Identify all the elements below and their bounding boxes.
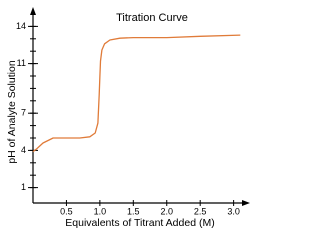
y-tick-label: 7 [21, 108, 26, 118]
x-tick-label: 0.5 [60, 206, 73, 216]
x-arrow [242, 200, 250, 206]
chart-title: Titration Curve [116, 12, 188, 24]
data-line [32, 34, 241, 153]
y-arrow [30, 7, 36, 15]
y-tick-label: 11 [17, 58, 26, 68]
y-tick-label: 14 [16, 21, 26, 31]
x-tick-label: 1.0 [94, 206, 107, 216]
chart: Titration Curve Equivalents of Titrant A… [6, 7, 250, 229]
y-tick-label: 1 [21, 182, 26, 192]
x-tick-label: 2.5 [194, 206, 207, 216]
x-tick-label: 3.0 [227, 206, 240, 216]
x-tick-label: 1.5 [127, 206, 140, 216]
y-tick-label: 4 [21, 145, 26, 155]
x-axis-label: Equivalents of Titrant Added (M) [65, 217, 214, 229]
y-axis-label: pH of Analyte Solution [6, 60, 18, 163]
x-tick-label: 2.0 [160, 206, 173, 216]
